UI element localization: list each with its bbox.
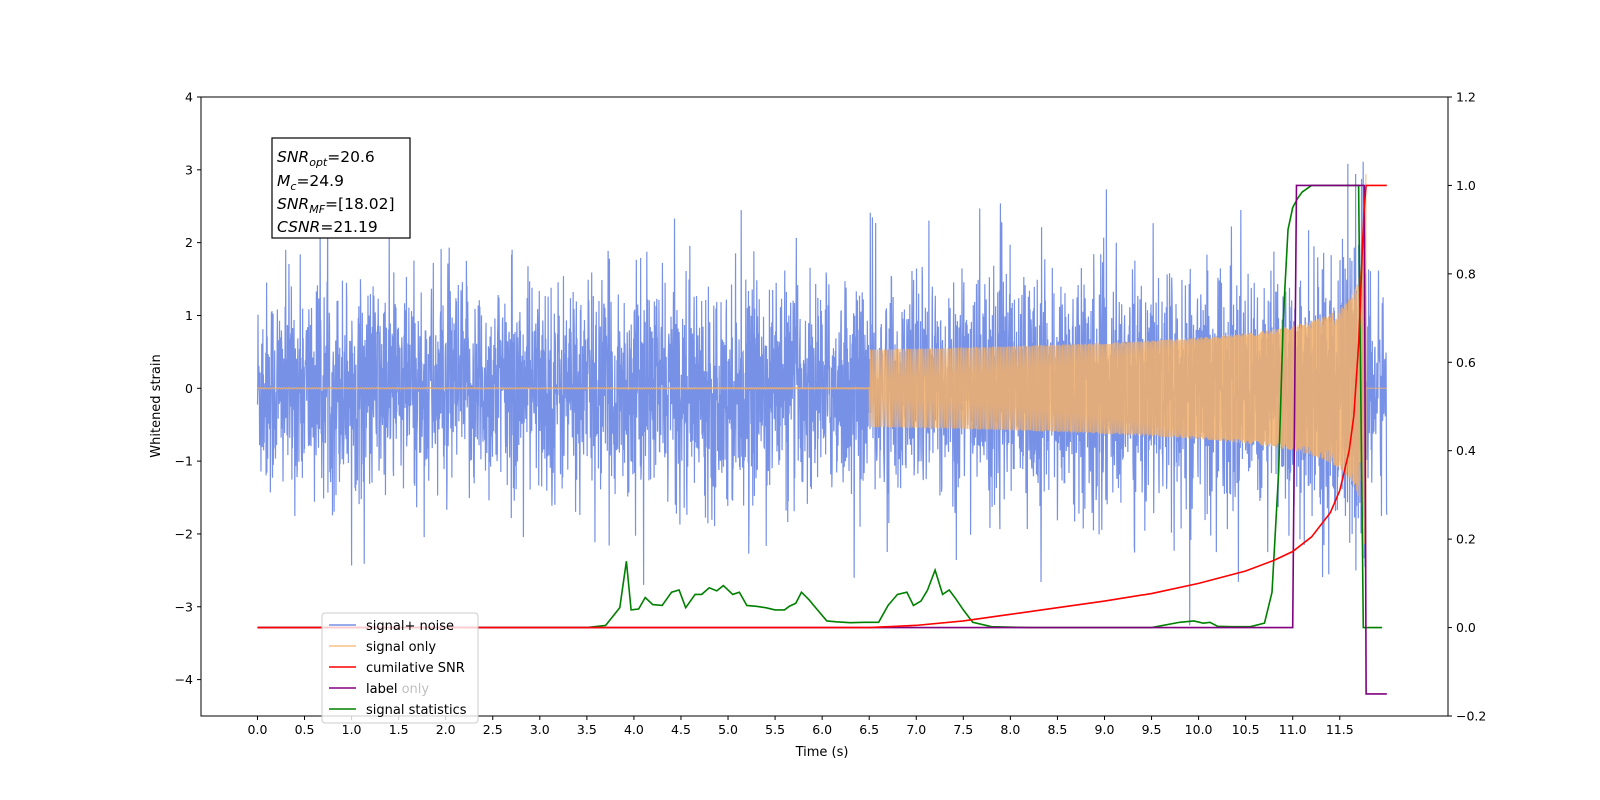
annotation-mc-value: =24.9: [296, 172, 344, 190]
x-tick-label: 7.5: [953, 722, 973, 737]
legend-frame: [321, 612, 479, 724]
x-tick-label: 3.0: [530, 722, 550, 737]
annotation-snr-opt-sub: opt: [309, 156, 328, 169]
x-tick-label: 1.0: [342, 722, 362, 737]
y-tick-label-left: −1: [175, 454, 193, 469]
y-tick-label-right: 1.0: [1456, 178, 1476, 193]
x-tick-label: 10.0: [1185, 722, 1213, 737]
series-signal-only: [257, 174, 1387, 605]
x-tick-label: 8.5: [1047, 722, 1067, 737]
series-signal-statistics: [257, 184, 1383, 629]
x-tick-label: 8.0: [1000, 722, 1020, 737]
x-tick-label: 2.0: [436, 722, 456, 737]
y-tick-label-left: 2: [185, 235, 193, 250]
legend: signal+ noise signal only cumilative SNR…: [321, 612, 479, 724]
legend-label-label: label: [366, 682, 397, 697]
legend-label-signal-only: signal only: [366, 640, 436, 655]
annotation-snr-opt-value: =20.6: [327, 148, 375, 166]
y-tick-label-left: −2: [175, 526, 193, 541]
y-tick-label-left: 0: [185, 381, 193, 396]
y-tick-label-right: 0.0: [1456, 620, 1476, 635]
x-tick-label: 5.0: [718, 722, 738, 737]
annotation-snr-mf-value: =[18.02]: [325, 195, 394, 213]
legend-label-signal-statistics: signal statistics: [366, 703, 467, 718]
x-tick-label: 9.0: [1095, 722, 1115, 737]
x-tick-label: 10.5: [1232, 722, 1260, 737]
x-tick-label: 3.5: [577, 722, 597, 737]
annotation-box: SNRopt=20.6 Mc=24.9 SNRMF=[18.02] CSNR=2…: [271, 137, 411, 239]
annotation-csnr-value: =21.19: [320, 218, 377, 236]
x-tick-label: 7.0: [906, 722, 926, 737]
svg-text:SNRopt=20.6: SNRopt=20.6: [277, 148, 375, 169]
y-tick-label-right: −0.2: [1456, 709, 1486, 724]
y-tick-label-left: −3: [175, 599, 193, 614]
annotation-snr-mf-sub: MF: [309, 203, 325, 216]
y-tick-label-right: 0.4: [1456, 443, 1476, 458]
x-tick-label: 6.0: [812, 722, 832, 737]
x-tick-label: 2.5: [483, 722, 503, 737]
annotation-frame: [271, 137, 411, 239]
x-tick-label: 4.5: [671, 722, 691, 737]
x-tick-label: 0.5: [295, 722, 315, 737]
plot-frame: [200, 96, 1449, 717]
annotation-snr-opt-symbol: SNR: [277, 148, 309, 166]
annotation-mc-sub: c: [290, 180, 296, 193]
axes: 0.0 0.5 1.0 1.5 2.0 2.5 3.0 3.5 4.0 4.5 5.0 5.5 6.0 6…: [175, 90, 1487, 738]
y-axis-label-left: Whitened strain: [149, 354, 164, 457]
x-tick-label: 5.5: [765, 722, 785, 737]
legend-label-cumulative-snr: cumilative SNR: [366, 661, 465, 676]
y-tick-label-right: 1.2: [1456, 90, 1476, 105]
x-tick-label: 6.5: [859, 722, 879, 737]
y-tick-label-left: 4: [185, 90, 193, 105]
x-tick-label: 1.5: [389, 722, 409, 737]
x-tick-label: 9.5: [1142, 722, 1162, 737]
y-tick-label-right: 0.8: [1456, 266, 1476, 281]
plot-area: [256, 161, 1388, 695]
y-tick-label-right: 0.2: [1456, 532, 1476, 547]
x-tick-label: 11.5: [1326, 722, 1354, 737]
series-cumulative-snr: [257, 184, 1387, 629]
x-tick-label: 4.0: [624, 722, 644, 737]
svg-text:Mc=24.9: Mc=24.9: [277, 172, 344, 193]
y-tick-label-left: −4: [175, 672, 193, 687]
annotation-snr-mf-symbol: SNR: [277, 195, 309, 213]
svg-text:CSNR=21.19: CSNR=21.19: [277, 218, 378, 236]
legend-label-label-only-ghost: label only: [366, 682, 429, 697]
x-tick-label: 0.0: [248, 722, 268, 737]
y-tick-label-left: 3: [185, 162, 193, 177]
series-signal-noise: [256, 161, 1388, 626]
svg-text:SNRMF=[18.02]: SNRMF=[18.02]: [277, 195, 395, 216]
y-tick-label-left: 1: [185, 308, 193, 323]
annotation-csnr-symbol: CSNR: [277, 218, 320, 236]
x-axis-label: Time (s): [795, 745, 849, 760]
y-tick-label-right: 0.6: [1456, 355, 1476, 370]
x-tick-label: 11.0: [1279, 722, 1307, 737]
series-label: [257, 184, 1387, 695]
annotation-mc-symbol: M: [277, 172, 290, 190]
legend-label-signal-noise: signal+ noise: [366, 619, 454, 634]
